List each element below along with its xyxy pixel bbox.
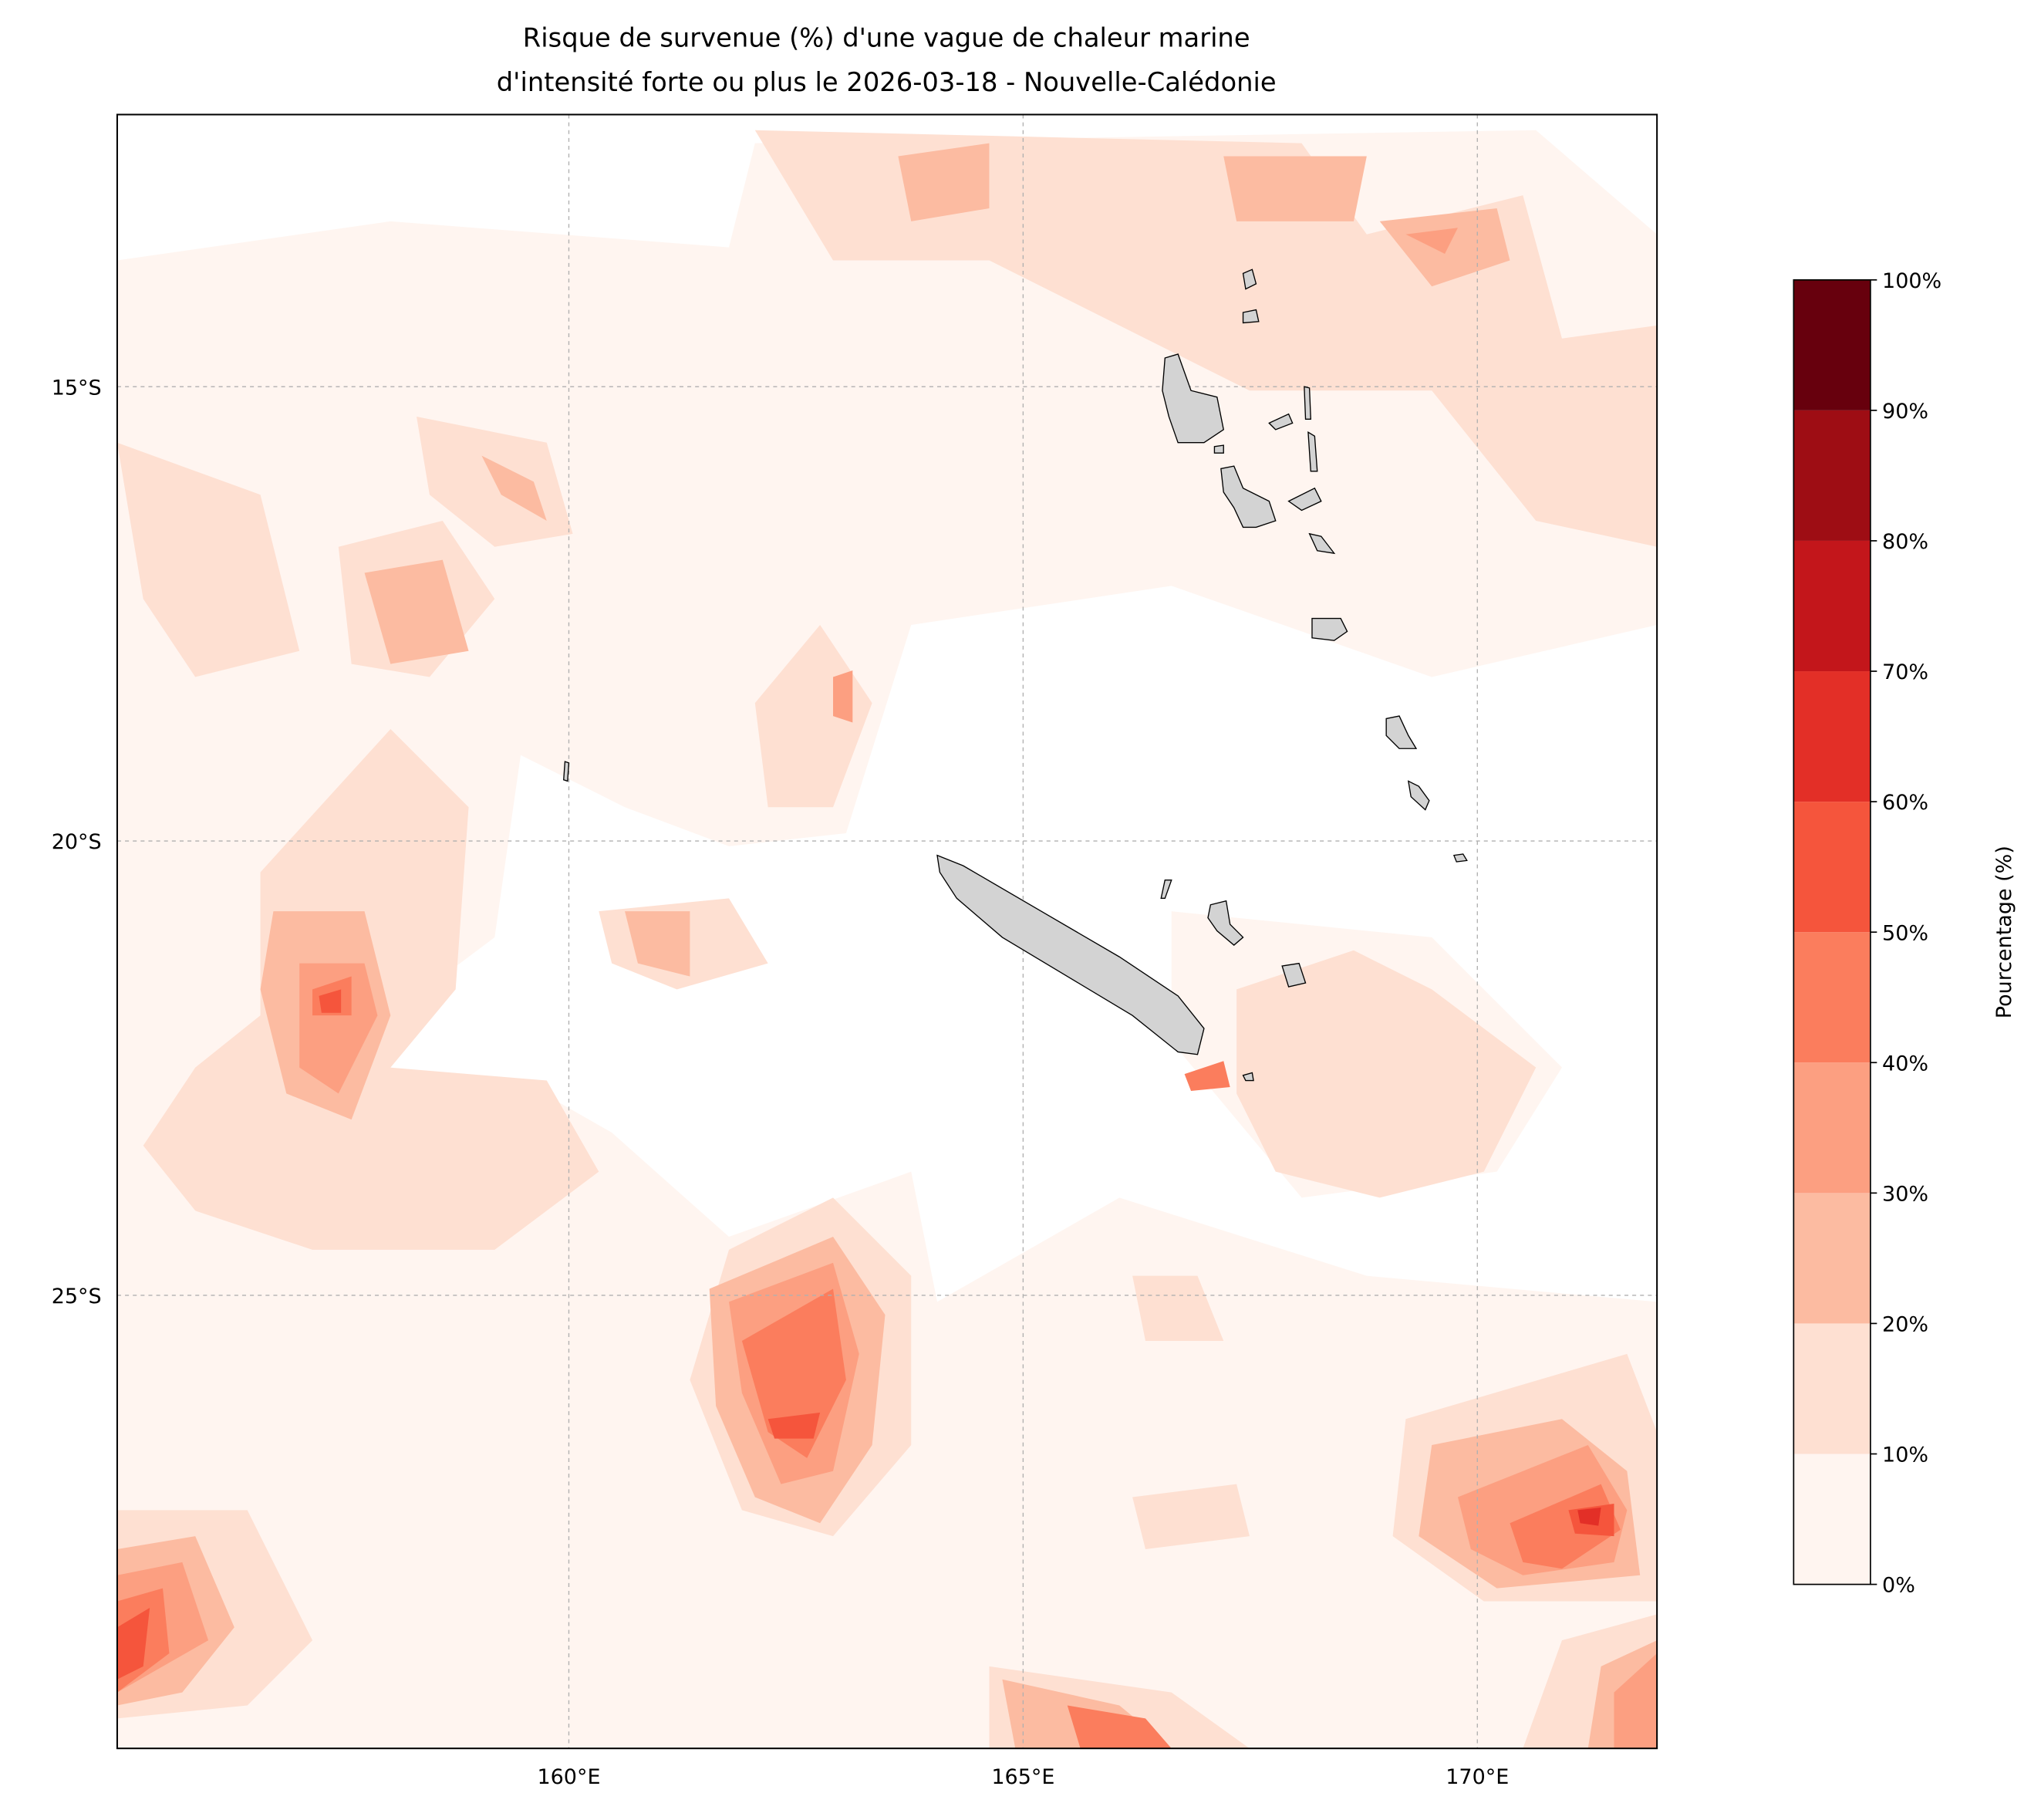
- map-frame: [116, 113, 1658, 1750]
- vanuatu-malekula-island: [1220, 465, 1277, 528]
- y-tick-label: 20°S: [52, 830, 102, 854]
- title-line-2: d'intensité forte ou plus le 2026-03-18 …: [497, 67, 1277, 97]
- colorbar-segment: [1793, 671, 1871, 802]
- ouvea-island: [1160, 880, 1172, 899]
- colorbar-segment: [1793, 1454, 1871, 1585]
- colorbar-tick-label: 100%: [1882, 269, 1941, 293]
- vanuatu-maewo-island: [1304, 386, 1311, 420]
- colorbar-segment: [1793, 410, 1871, 541]
- colorbar-segment: [1793, 279, 1871, 410]
- colorbar-tick-label: 20%: [1882, 1313, 1928, 1337]
- chesterfield-island: [563, 761, 570, 782]
- colorbar-tick-label: 90%: [1882, 400, 1928, 424]
- colorbar-segment: [1793, 1323, 1871, 1454]
- map-area: [116, 114, 1658, 1749]
- grande-terre-island: [936, 854, 1205, 1055]
- vanuatu-espiritu-santo-island: [1162, 353, 1224, 444]
- colorbar-segment: [1793, 802, 1871, 933]
- colorbar-tick-label: 0%: [1882, 1574, 1915, 1598]
- mare-island: [1281, 962, 1307, 988]
- land-masses: [563, 268, 1468, 1082]
- vanuatu-pentecost-island: [1307, 431, 1318, 472]
- lifou-island: [1207, 900, 1244, 946]
- title-line-1: Risque de survenue (%) d'une vague de ch…: [523, 23, 1250, 53]
- colorbar-label: Pourcentage (%): [1992, 846, 2016, 1018]
- vanuatu-tanna-island: [1407, 780, 1430, 811]
- y-tick-label: 25°S: [52, 1285, 102, 1308]
- x-tick-label: 165°E: [991, 1765, 1054, 1789]
- banks-island-south: [1242, 309, 1260, 324]
- colorbar-segment: [1793, 540, 1871, 672]
- banks-island-north: [1242, 268, 1257, 290]
- colorbar-segment: [1793, 1062, 1871, 1194]
- colorbar-tick-label: 10%: [1882, 1444, 1928, 1467]
- colorbar-segment: [1793, 932, 1871, 1063]
- x-tick-label: 160°E: [537, 1765, 600, 1789]
- vanuatu-aoba-island: [1268, 413, 1294, 431]
- colorbar: 0% 10% 20% 30% 40% 50% 60% 70% 80% 90% 100%: [1793, 269, 1941, 1598]
- x-tick-label: 170°E: [1446, 1765, 1509, 1789]
- colorbar-segment: [1793, 1193, 1871, 1324]
- colorbar-tick-label: 70%: [1882, 660, 1928, 684]
- x-axis: 160°E 165°E 170°E: [537, 1765, 1509, 1789]
- vanuatu-efate-island: [1311, 617, 1348, 641]
- vanuatu-epi-island: [1308, 532, 1336, 555]
- vanuatu-erromango-island: [1385, 715, 1418, 749]
- small-island: [1213, 444, 1224, 454]
- ile-des-pins: [1242, 1072, 1254, 1082]
- y-tick-label: 15°S: [52, 376, 102, 400]
- colorbar-tick-label: 40%: [1882, 1052, 1928, 1075]
- colorbar-tick-label: 80%: [1882, 530, 1928, 554]
- y-axis: 15°S 20°S 25°S: [52, 376, 102, 1308]
- gridlines: [116, 114, 1658, 1749]
- aneityum-island: [1452, 853, 1468, 863]
- contour-level-60-70: [1577, 1508, 1601, 1526]
- colorbar-tick-label: 30%: [1882, 1182, 1928, 1206]
- colorbar-tick-label: 60%: [1882, 791, 1928, 815]
- colorbar-tick-label: 50%: [1882, 921, 1928, 945]
- vanuatu-ambrym-island: [1287, 487, 1322, 512]
